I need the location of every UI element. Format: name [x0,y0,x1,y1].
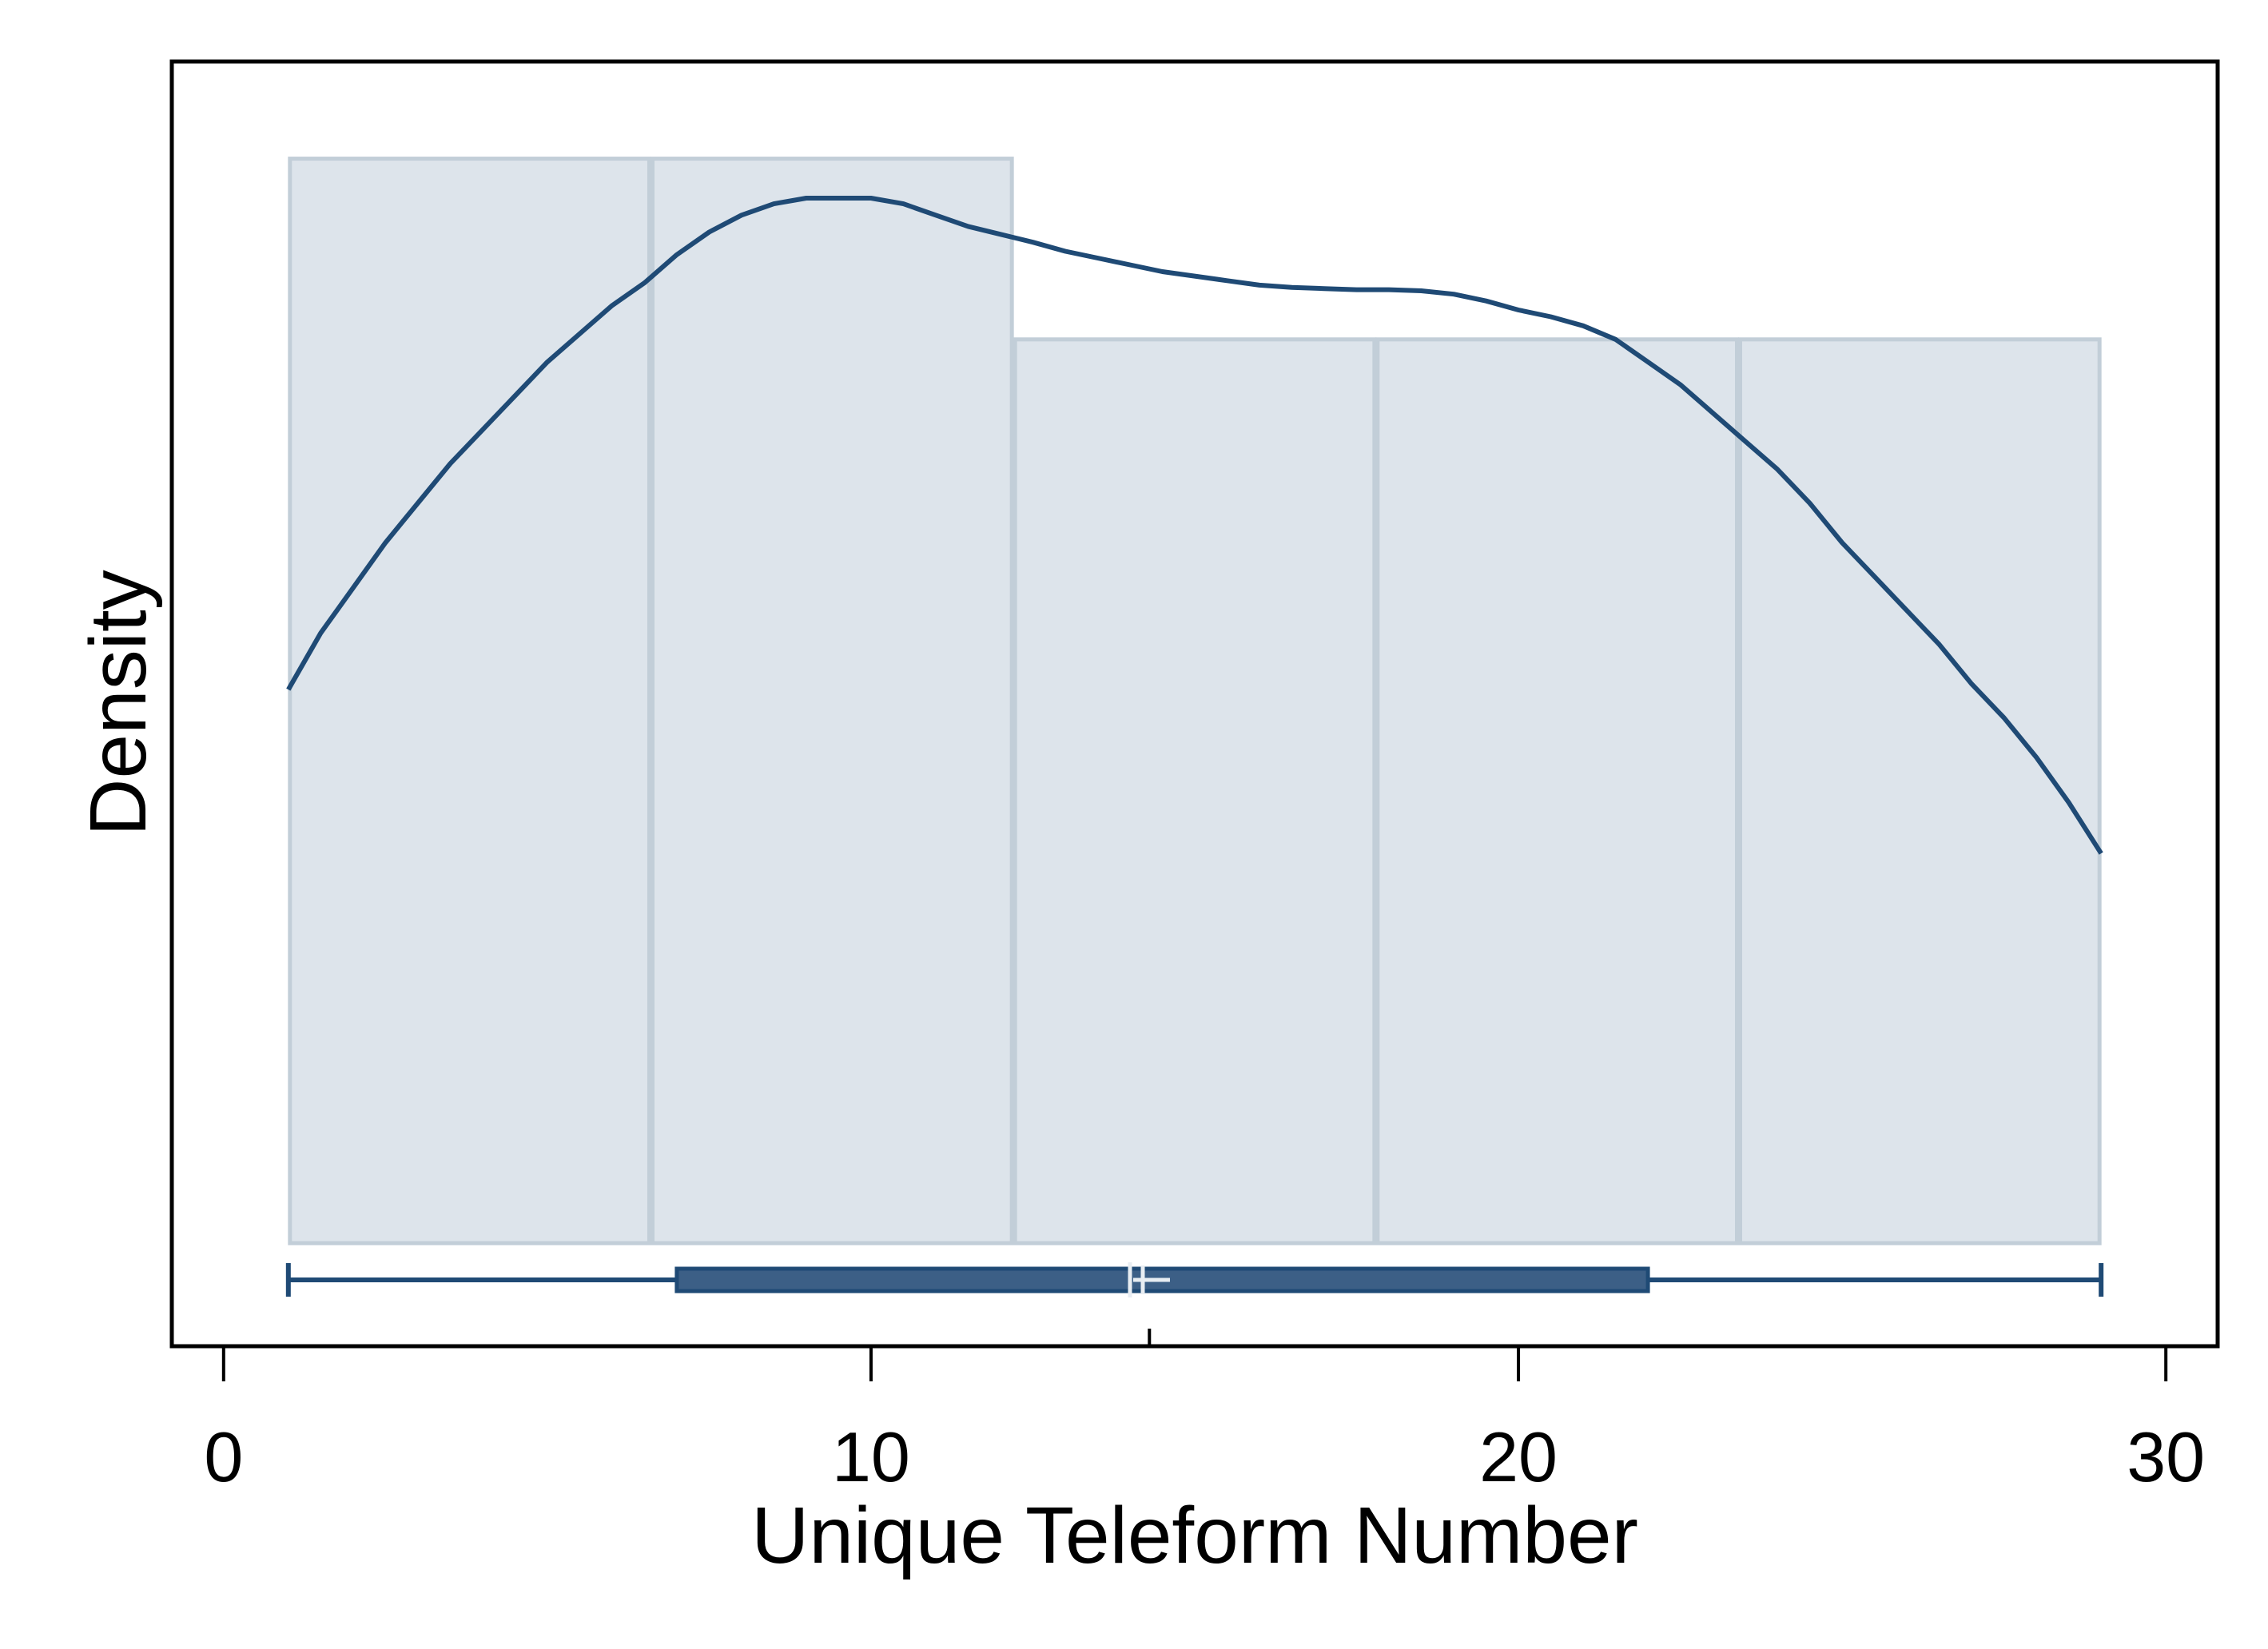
x-axis: 0 10 20 30 [204,1346,2205,1496]
density-curve-layer [286,196,2103,855]
boxplot-iqr-box [674,1266,1650,1293]
histogram-bar-1 [288,157,651,1246]
x-tick-label-20: 20 [1479,1417,1558,1496]
boxplot-layer [285,1262,2104,1346]
histogram-bar-4 [1375,337,1740,1246]
y-axis-title: Density [74,570,163,836]
x-tick-label-10: 10 [832,1417,910,1496]
density-curve [286,196,2103,855]
x-tick-label-0: 0 [204,1417,243,1496]
histogram-bar-2 [650,157,1014,1246]
x-tick-label-30: 30 [2127,1417,2205,1496]
histogram-bars [288,157,2102,1246]
histogram-bar-3 [1013,337,1377,1246]
histogram-bar-5 [1738,337,2102,1246]
x-axis-title: Unique Teleform Number [751,1491,1638,1580]
plot-frame [169,59,2220,1349]
